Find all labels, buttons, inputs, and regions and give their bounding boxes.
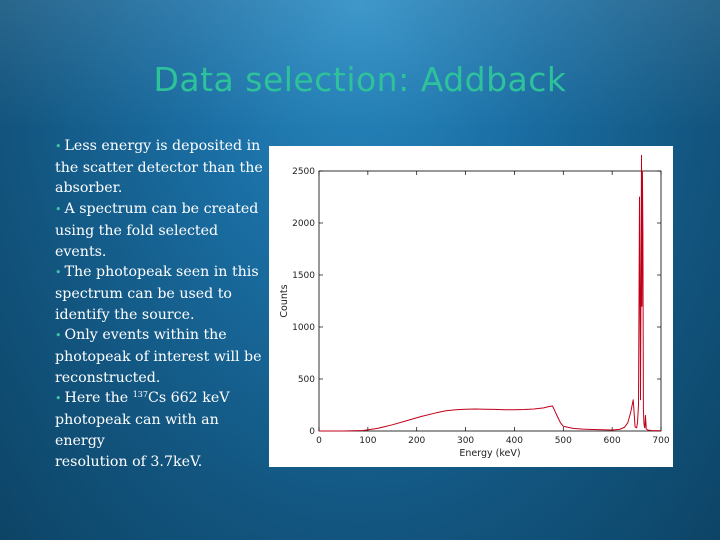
bullet-dot-icon: • [55,329,62,343]
y-tick-label: 1500 [292,271,315,281]
y-tick-label: 2500 [292,167,315,177]
bullet-text: The photopeak seen in this [64,264,259,281]
bullet-dot-icon: • [55,203,62,217]
bullet-text: the scatter detector than the [55,159,263,176]
bullet-item: • The photopeak seen in this spectrum can… [55,262,270,325]
y-tick-label: 2000 [292,219,315,229]
x-tick-label: 0 [316,436,322,446]
header-gradient [0,0,720,130]
spectrum-figure: 0 100 200 300 400 500 600 700 0 500 1000 1500 2000 25… [269,146,673,467]
bullet-text: Cs 662 keV [147,390,230,407]
bullet-dot-icon: • [55,266,62,280]
bullet-list: • Less energy is deposited in the scatter… [55,136,270,472]
spectrum-series-line [319,154,662,432]
bullet-text: Only events within the [64,327,227,344]
x-tick-label: 400 [506,436,523,446]
bullet-item: • Here the 137Cs 662 keV photopeak can wi… [55,388,270,472]
y-axis-label: Counts [279,284,290,317]
bullet-item: • Only events within the photopeak of int… [55,325,270,388]
bullet-item: • A spectrum can be created using the fol… [55,199,270,262]
bullet-text: identify the source. [55,306,195,323]
isotope-mass-number: 137 [132,390,148,400]
x-tick-label: 200 [408,436,425,446]
y-tick-label: 500 [298,375,315,385]
x-tick-label: 600 [604,436,621,446]
x-tick-label: 500 [555,436,572,446]
bullet-text: using the fold selected events. [55,222,219,260]
x-tick-label: 300 [457,436,474,446]
bullet-item: • Less energy is deposited in the scatter… [55,136,270,199]
y-tick-label: 0 [309,427,315,437]
spectrum-chart: 0 100 200 300 400 500 600 700 0 500 1000 1500 2000 25… [279,154,670,459]
bullet-text: A spectrum can be created [64,201,259,218]
y-tick-label: 1000 [292,323,315,333]
x-axis-label: Energy (keV) [459,448,520,459]
bullet-text: photopeak can with an energy [55,412,219,449]
bullet-text: Here the [64,390,133,407]
slide-title: Data selection: Addback [153,60,567,99]
bullet-text: resolution of 3.7keV. [55,453,203,470]
bullet-text: Less energy is deposited in [64,138,261,154]
x-tick-label: 700 [652,436,669,446]
x-tick-label: 100 [359,436,376,446]
bullet-text: spectrum can be used to [55,285,232,302]
bullet-dot-icon: • [55,392,62,406]
bullet-text: photopeak of interest will be [55,349,262,366]
bullet-text: reconstructed. [55,369,161,386]
bullet-dot-icon: • [55,140,62,153]
bullet-text: absorber. [55,180,123,197]
plot-frame [318,170,662,432]
